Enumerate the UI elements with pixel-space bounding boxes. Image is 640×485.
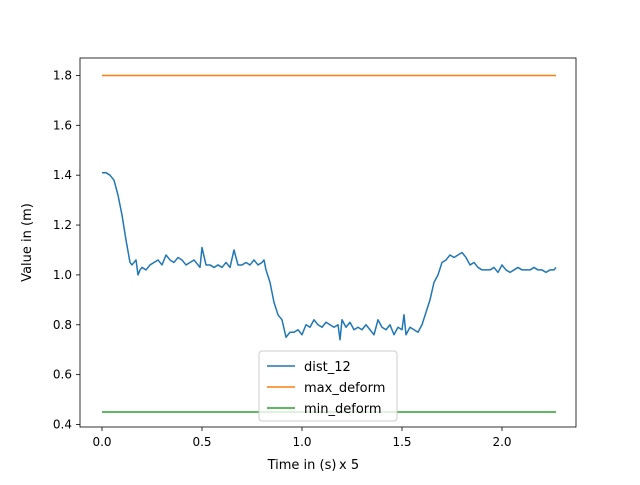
series-line-dist-12 bbox=[102, 171, 557, 341]
legend: dist_12 max_deform min_deform bbox=[258, 350, 398, 422]
x-tick-label: 2.0 bbox=[492, 435, 511, 449]
y-tick-label: 0.6 bbox=[53, 368, 72, 382]
axes-frame bbox=[79, 57, 577, 428]
axes: 0.0 0.5 1.0 1.5 2.0 0.4 0.6 0.8 1.0 1.2 1.4 1.6 1.8 bbox=[53, 57, 577, 449]
legend-label-max-deform: max_deform bbox=[304, 381, 385, 396]
y-tick-label: 0.8 bbox=[53, 318, 72, 332]
y-tick-label: 1.6 bbox=[53, 118, 72, 132]
legend-box bbox=[258, 350, 398, 422]
y-tick-label: 1.2 bbox=[53, 218, 72, 232]
x-tick-label: 0.5 bbox=[192, 435, 211, 449]
y-tick-label: 1.0 bbox=[53, 268, 72, 282]
y-axis-label: Value in (m) bbox=[20, 203, 35, 282]
y-tick-label: 1.8 bbox=[53, 68, 72, 82]
x-axis-offset-label: x 5 bbox=[339, 458, 359, 473]
y-tick-label: 1.4 bbox=[53, 168, 72, 182]
x-axis-label: Time in (s) bbox=[267, 458, 337, 473]
x-tick-label: 1.5 bbox=[392, 435, 411, 449]
legend-label-dist-12: dist_12 bbox=[304, 360, 351, 375]
y-tick-label: 0.4 bbox=[53, 418, 72, 432]
legend-label-min-deform: min_deform bbox=[304, 402, 382, 417]
x-tick-label: 0.0 bbox=[92, 435, 111, 449]
x-tick-label: 1.0 bbox=[292, 435, 311, 449]
